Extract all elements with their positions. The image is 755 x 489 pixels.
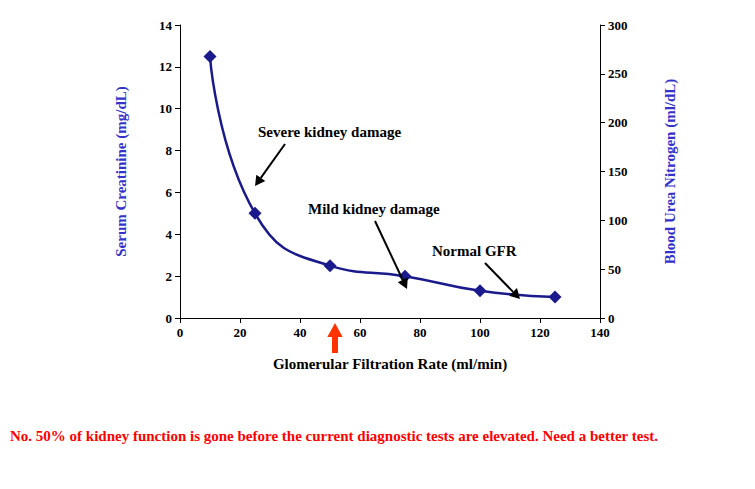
svg-text:120: 120 <box>530 325 550 340</box>
svg-text:150: 150 <box>608 164 628 179</box>
svg-text:250: 250 <box>608 66 628 81</box>
svg-text:20: 20 <box>234 325 247 340</box>
svg-text:Severe kidney damage: Severe kidney damage <box>258 124 401 140</box>
svg-text:80: 80 <box>414 325 427 340</box>
svg-text:140: 140 <box>590 325 610 340</box>
svg-text:Mild kidney damage: Mild kidney damage <box>308 201 440 217</box>
svg-text:Serum Creatinine (mg/dL): Serum Creatinine (mg/dL) <box>113 86 130 257</box>
svg-text:12: 12 <box>159 59 172 74</box>
svg-text:200: 200 <box>608 115 628 130</box>
svg-text:50: 50 <box>608 262 621 277</box>
svg-text:6: 6 <box>166 185 173 200</box>
svg-text:300: 300 <box>608 18 628 33</box>
svg-text:0: 0 <box>166 311 173 326</box>
svg-text:60: 60 <box>354 325 367 340</box>
svg-text:0: 0 <box>177 325 184 340</box>
svg-text:Glomerular Filtration Rate (ml: Glomerular Filtration Rate (ml/min) <box>273 356 507 373</box>
svg-text:2: 2 <box>166 269 173 284</box>
svg-text:Blood Urea Nitrogen (ml/dL): Blood Urea Nitrogen (ml/dL) <box>662 79 679 265</box>
svg-text:100: 100 <box>608 213 628 228</box>
svg-text:14: 14 <box>159 18 173 33</box>
svg-text:8: 8 <box>166 143 173 158</box>
svg-text:0: 0 <box>608 311 615 326</box>
svg-text:4: 4 <box>166 227 173 242</box>
html-text:No. 50% of kidney function is: No. 50% of kidney function is gone befor… <box>10 428 658 444</box>
svg-text:Normal GFR: Normal GFR <box>432 243 517 259</box>
svg-text:10: 10 <box>159 101 172 116</box>
svg-text:40: 40 <box>294 325 307 340</box>
svg-text:100: 100 <box>470 325 490 340</box>
